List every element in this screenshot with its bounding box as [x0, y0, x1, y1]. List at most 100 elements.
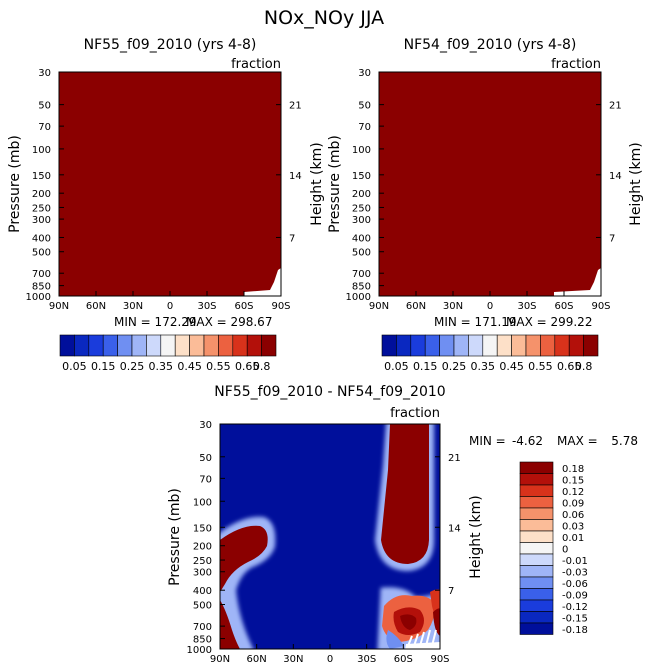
colorbar-swatch: [74, 334, 90, 357]
colorbar-swatch: [519, 599, 554, 612]
y2-tick-label: 14: [448, 523, 461, 534]
colorbar-label: -0.01: [562, 556, 588, 567]
colorbar-swatch: [554, 334, 570, 357]
panel-2-y2label: Height (km): [628, 142, 644, 225]
x-tick-label: 0: [487, 301, 493, 312]
x-tick-label: 0: [167, 301, 173, 312]
colorbar-label: 0.18: [562, 464, 584, 475]
colorbar-label: 0.01: [562, 533, 584, 544]
y-tick-label: 150: [193, 523, 212, 534]
colorbar-label: 0.65: [557, 360, 582, 373]
colorbar-swatch: [396, 334, 412, 357]
colorbar-swatch: [218, 334, 234, 357]
colorbar-swatch: [519, 496, 554, 509]
x-tick-label: 60S: [234, 301, 253, 312]
x-tick-label: 60N: [247, 654, 267, 665]
x-tick-label: 30S: [197, 301, 216, 312]
y-tick-label: 850: [352, 282, 371, 293]
colorbar-swatch: [146, 334, 162, 357]
colorbar-swatch: [453, 334, 469, 357]
colorbar-label: 0.8: [253, 360, 271, 373]
y-tick-label: 30: [358, 68, 371, 79]
y2-tick-label: 21: [448, 453, 461, 464]
colorbar-label: 0.15: [413, 360, 438, 373]
colorbar-swatch: [102, 334, 118, 357]
colorbar-swatch: [519, 553, 554, 566]
panel-2: NF54_f09_2010 (yrs 4-8) fraction Pressur…: [327, 37, 644, 373]
colorbar-swatch: [519, 565, 554, 578]
colorbar-label: -0.06: [562, 579, 588, 590]
y-tick-label: 300: [32, 215, 51, 226]
y-tick-label: 200: [32, 189, 51, 200]
x-tick-label: 60S: [554, 301, 573, 312]
y-tick-label: 250: [193, 556, 212, 567]
y-tick-label: 70: [199, 474, 212, 485]
y-tick-label: 70: [38, 122, 51, 133]
panel-3-max-value: 5.78: [611, 434, 638, 448]
panel-3-surface-mask: [405, 642, 440, 649]
figure-title: NOx_NOy JJA: [264, 7, 384, 29]
colorbar-label: -0.18: [562, 625, 588, 636]
panel-3-max-label: MAX =: [557, 434, 598, 448]
x-tick-label: 90S: [271, 301, 290, 312]
colorbar-swatch: [246, 334, 262, 357]
colorbar-label: 0.55: [206, 360, 231, 373]
colorbar-label: 0.15: [562, 475, 584, 486]
y-tick-label: 500: [32, 248, 51, 259]
panel-3-blob-dark: [400, 614, 417, 630]
panel-2-ylabel: Pressure (mb): [327, 135, 343, 233]
colorbar-swatch: [519, 530, 554, 543]
y-tick-label: 1000: [187, 645, 212, 656]
colorbar-swatch: [519, 461, 554, 474]
colorbar-label: 0.8: [575, 360, 593, 373]
panel-2-min-text: MIN = 171.19: [434, 315, 517, 329]
y-tick-label: 700: [32, 269, 51, 280]
y-tick-label: 150: [32, 171, 51, 182]
y-tick-label: 400: [193, 586, 212, 597]
colorbar-swatch: [519, 542, 554, 555]
colorbar-swatch: [174, 334, 190, 357]
x-tick-label: 30N: [123, 301, 143, 312]
panel-3-blob-right-edge: [433, 608, 440, 636]
y-tick-label: 300: [193, 568, 212, 579]
y-tick-label: 700: [193, 622, 212, 633]
colorbar-label: 0.25: [442, 360, 467, 373]
panel-3-blob-lightblue: [386, 630, 404, 649]
colorbar-swatch: [519, 519, 554, 532]
colorbar-label: -0.03: [562, 567, 588, 578]
colorbar-swatch: [189, 334, 205, 357]
y-tick-label: 300: [352, 215, 371, 226]
panel-3-ylabel: Pressure (mb): [167, 488, 183, 586]
colorbar-swatch: [117, 334, 133, 357]
colorbar-label: 0.03: [562, 521, 584, 532]
colorbar-label: -0.12: [562, 602, 588, 613]
colorbar-swatch: [519, 473, 554, 486]
x-tick-label: 90N: [49, 301, 69, 312]
panel-1-surface-mask: [244, 268, 281, 296]
colorbar-swatch: [424, 334, 440, 357]
colorbar-swatch: [261, 334, 277, 357]
colorbar-swatch: [496, 334, 512, 357]
x-tick-label: 90S: [591, 301, 610, 312]
y-tick-label: 400: [32, 233, 51, 244]
colorbar-label: 0.15: [91, 360, 116, 373]
y-tick-label: 250: [32, 203, 51, 214]
colorbar-label: -0.09: [562, 590, 588, 601]
colorbar-swatch: [519, 507, 554, 520]
panel-1: NF55_f09_2010 (yrs 4-8) fraction Pressur…: [7, 37, 325, 373]
y-tick-label: 200: [193, 542, 212, 553]
colorbar-label: 0.65: [235, 360, 260, 373]
y2-tick-label: 7: [448, 586, 454, 597]
y-tick-label: 30: [38, 68, 51, 79]
y-tick-label: 850: [32, 282, 51, 293]
panel-1-y2label: Height (km): [309, 142, 325, 225]
y-tick-label: 200: [352, 189, 371, 200]
colorbar-label: 0.55: [528, 360, 553, 373]
colorbar-swatch: [525, 334, 541, 357]
panel-2-surface-mask: [554, 268, 601, 296]
colorbar-swatch: [519, 576, 554, 589]
colorbar-swatch: [540, 334, 556, 357]
colorbar-swatch: [519, 484, 554, 497]
y-tick-label: 70: [358, 122, 371, 133]
y-tick-label: 100: [352, 145, 371, 156]
